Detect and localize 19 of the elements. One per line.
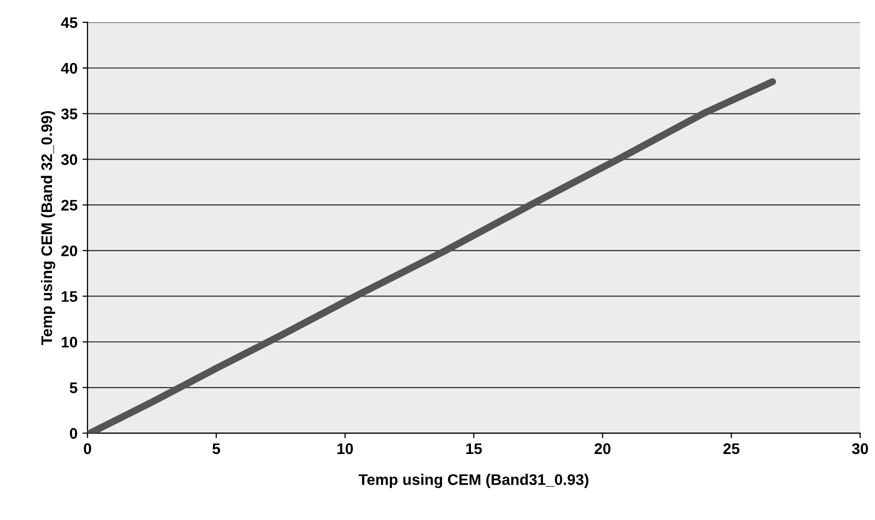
y-tick-label: 45 [61,17,78,28]
x-tick-label: 20 [594,443,610,454]
y-axis-title: Temp using CEM (Band 32_0.99) [40,111,56,346]
x-axis-title: Temp using CEM (Band31_0.93) [358,474,588,488]
y-tick-label: 0 [70,428,78,439]
x-tick-label: 5 [212,443,220,454]
x-tick-label: 30 [852,443,868,454]
x-tick-label: 25 [723,443,740,454]
y-tick-label: 15 [62,291,78,302]
y-tick-label: 5 [70,382,78,394]
y-tick-label: 35 [61,108,78,120]
y-tick-label: 25 [61,200,78,211]
y-tick-label: 40 [61,62,78,74]
y-tick-label: 20 [61,245,78,256]
x-tick-label: 15 [466,443,482,454]
y-tick-label: 30 [61,154,78,165]
y-tick-label: 10 [62,336,78,348]
x-tick-label: 0 [84,443,92,454]
x-tick-label: 10 [338,443,353,454]
